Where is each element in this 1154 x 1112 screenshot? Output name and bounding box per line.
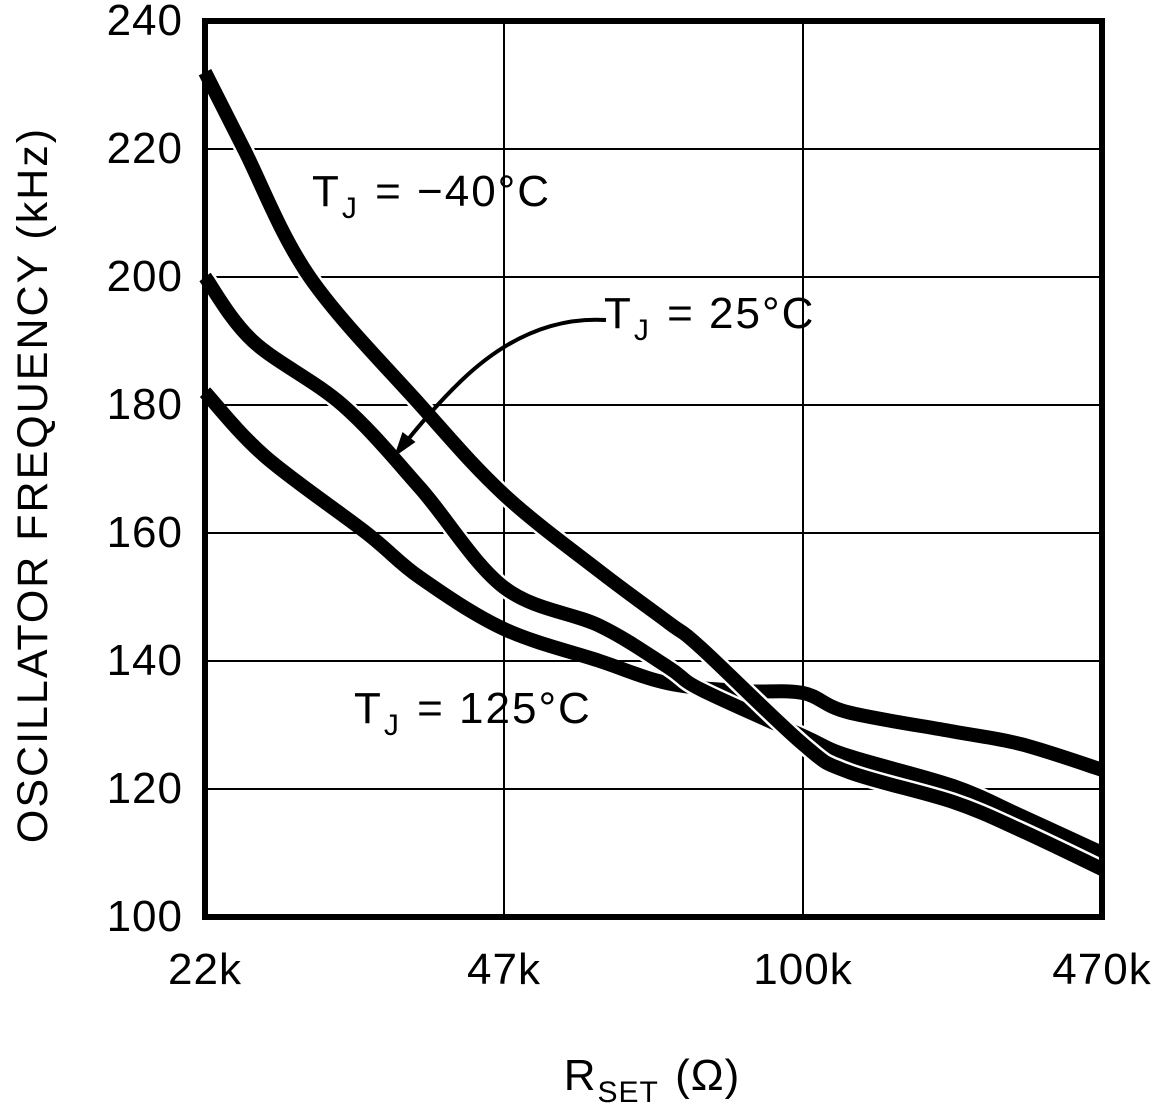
curve-label-value: = 125°C bbox=[402, 684, 592, 733]
y-tick-label-120: 120 bbox=[106, 764, 183, 813]
x-axis-title-base: R bbox=[563, 1051, 597, 1100]
curve-tj-minus40c bbox=[198, 69, 1105, 876]
y-tick-label-180: 180 bbox=[106, 380, 183, 429]
curve-tj-25c bbox=[199, 272, 1105, 860]
curve-label-value: = 25°C bbox=[652, 289, 816, 338]
data-curves bbox=[196, 67, 1107, 878]
curve-label-tj-25: TJ = 25°C bbox=[604, 289, 816, 348]
y-tick-label-100: 100 bbox=[106, 892, 183, 941]
y-tick-label-160: 160 bbox=[106, 508, 183, 557]
y-axis-title: OSCILLATOR FREQUENCY (kHz) bbox=[9, 126, 57, 844]
y-tick-label-200: 200 bbox=[106, 252, 183, 301]
curve-label-value: = −40°C bbox=[360, 167, 552, 216]
curve-label-tj-125: TJ = 125°C bbox=[354, 684, 592, 743]
x-tick-label-470k: 470k bbox=[1052, 945, 1152, 994]
y-tick-label-140: 140 bbox=[106, 636, 183, 685]
curve-label-subscript: J bbox=[383, 709, 400, 742]
x-axis-title-subscript: SET bbox=[597, 1076, 659, 1109]
x-tick-label-100k: 100k bbox=[753, 945, 853, 994]
curve-label-main: T bbox=[312, 167, 341, 216]
curve-label-subscript: J bbox=[341, 192, 358, 225]
x-tick-label-47k: 47k bbox=[467, 945, 541, 994]
x-axis-title-unit: (Ω) bbox=[661, 1051, 741, 1100]
leader-arrow-tj-25 bbox=[394, 317, 607, 457]
x-axis-title: RSET (Ω) bbox=[452, 1050, 852, 1110]
curve-label-main: T bbox=[604, 289, 633, 338]
curve-label-subscript: J bbox=[633, 314, 650, 347]
curve-tj-125c bbox=[199, 387, 1105, 777]
y-tick-label-240: 240 bbox=[106, 0, 183, 45]
curve-label-tj-minus40: TJ = −40°C bbox=[312, 167, 552, 226]
curve-label-main: T bbox=[354, 684, 383, 733]
curve-casing-tj-25c bbox=[197, 271, 1106, 862]
x-tick-label-22k: 22k bbox=[168, 945, 242, 994]
plot-border bbox=[202, 18, 1105, 920]
y-tick-label-220: 220 bbox=[106, 124, 183, 173]
